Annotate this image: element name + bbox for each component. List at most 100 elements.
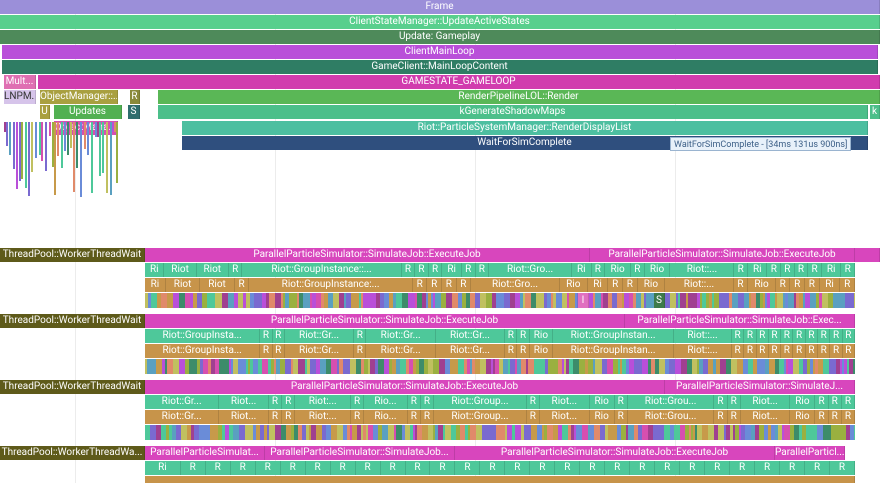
thread-header[interactable]: ThreadPool::WorkerThreadWa... (0, 446, 145, 460)
call-bar[interactable]: R (614, 395, 628, 409)
call-bar[interactable]: R (526, 395, 540, 409)
job-bar[interactable]: ParallelParticleSimulator::SimulateJob::… (455, 446, 775, 460)
call-bar[interactable]: R (805, 329, 819, 343)
job-bar[interactable]: ParallelParticleSimulator::SimulateJob..… (265, 446, 455, 460)
call-bar[interactable]: R (505, 329, 518, 343)
call-bar[interactable]: R (420, 410, 435, 424)
mark-label[interactable]: S (654, 293, 665, 308)
call-bar[interactable]: R (744, 329, 757, 343)
call-bar[interactable]: R (330, 461, 356, 475)
call-bar[interactable]: R (841, 395, 855, 409)
frame-bar[interactable]: ClientStateManager::UpdateActiveStates (0, 15, 880, 29)
call-bar[interactable]: Riot... (219, 410, 269, 424)
call-bar[interactable]: Ri (572, 263, 592, 277)
call-bar[interactable]: R (840, 278, 855, 292)
call-bar[interactable]: R (282, 395, 296, 409)
call-bar[interactable]: Riot::Gr... (145, 395, 220, 409)
call-bar[interactable]: R (767, 263, 782, 277)
frame-bar[interactable]: Update: Gameplay (0, 30, 880, 44)
call-bar[interactable]: R (461, 263, 476, 277)
call-bar[interactable]: R (818, 344, 831, 358)
call-bar[interactable]: Riot (164, 263, 197, 277)
call-bar[interactable]: R (456, 278, 472, 292)
job-bar[interactable]: ParallelParticleSimulator::SimulateJob::… (145, 314, 625, 328)
call-bar[interactable]: Ri (145, 278, 166, 292)
call-bar[interactable]: R (780, 461, 806, 475)
thread-header[interactable]: ThreadPool::WorkerThreadWait (0, 248, 145, 262)
call-bar[interactable]: R (842, 344, 855, 358)
call-bar[interactable]: R (818, 329, 831, 343)
job-bar[interactable]: ParallelParticleSimulator::SimulateJob::… (145, 380, 665, 394)
call-bar[interactable]: R (828, 410, 842, 424)
call-bar[interactable]: R (714, 395, 728, 409)
call-bar[interactable]: Rio (589, 410, 615, 424)
call-bar[interactable]: R (517, 344, 530, 358)
frame-bar[interactable]: U (40, 105, 50, 119)
call-bar[interactable]: R (730, 461, 756, 475)
call-bar[interactable]: R (505, 344, 518, 358)
call-bar[interactable]: R (526, 410, 540, 424)
call-bar[interactable]: Riot::Gro... (489, 263, 573, 277)
call-bar[interactable]: R (734, 263, 748, 277)
frame-bar[interactable]: Updates (54, 105, 122, 119)
frame-bar[interactable]: ObjectManager::... (40, 90, 118, 104)
call-bar[interactable]: R (260, 344, 273, 358)
call-bar[interactable]: Riot:... (295, 395, 352, 409)
call-bar[interactable]: Rio (644, 263, 671, 277)
call-bar[interactable]: R (781, 344, 794, 358)
call-bar[interactable]: R (781, 329, 794, 343)
call-bar[interactable]: R (591, 263, 606, 277)
call-bar[interactable]: Riot::GroupInsta... (145, 344, 261, 358)
call-bar[interactable]: Riot::GroupInsta... (145, 329, 261, 343)
call-bar[interactable]: R (430, 461, 456, 475)
call-bar[interactable]: R (793, 344, 806, 358)
call-bar[interactable]: R (815, 395, 829, 409)
call-bar[interactable]: R (455, 461, 481, 475)
call-bar[interactable]: R (756, 329, 769, 343)
call-bar[interactable]: R (828, 395, 842, 409)
call-bar[interactable]: R (354, 344, 367, 358)
call-bar[interactable]: R (830, 329, 843, 343)
call-bar[interactable]: R (608, 278, 623, 292)
call-bar[interactable]: Riot::Gr... (284, 329, 355, 343)
call-bar[interactable]: R (714, 410, 728, 424)
call-bar[interactable]: R (623, 278, 638, 292)
frame-bar[interactable]: RenderPipelineLOL::Render (158, 90, 880, 104)
call-bar[interactable]: Ri (145, 263, 165, 277)
call-bar[interactable]: Rio (790, 395, 816, 409)
call-bar[interactable]: Ri (442, 263, 462, 277)
call-bar[interactable]: R (530, 461, 556, 475)
call-bar[interactable]: R (280, 461, 306, 475)
call-bar[interactable]: R (351, 410, 365, 424)
call-bar[interactable]: R (775, 278, 791, 292)
frame-bar[interactable]: GAMESTATE_GAMELOOP (38, 75, 880, 89)
call-bar[interactable]: R (631, 263, 645, 277)
call-bar[interactable]: R (180, 461, 206, 475)
call-bar[interactable]: R (230, 461, 256, 475)
call-bar[interactable]: Rio (529, 329, 554, 343)
call-bar[interactable]: Riot... (740, 410, 791, 424)
call-bar[interactable]: Riot::... (665, 278, 734, 292)
call-bar[interactable]: Riot... (539, 410, 590, 424)
call-bar[interactable]: Ri (587, 278, 609, 292)
call-bar[interactable]: Riot::Group... (434, 395, 527, 409)
thread-header[interactable]: ThreadPool::WorkerThreadWait (0, 314, 145, 328)
frame-bar[interactable]: S (128, 105, 140, 119)
call-bar[interactable]: Riot::... (670, 263, 735, 277)
call-bar[interactable]: Riot::Gr... (366, 344, 436, 358)
call-bar[interactable]: Riot::GroupInstan... (553, 344, 675, 358)
frame-bar[interactable]: GameClient::MainLoopContent (2, 60, 878, 74)
call-bar[interactable]: Rio (790, 410, 816, 424)
call-bar[interactable]: Ri (819, 278, 841, 292)
call-bar[interactable]: Riot::Gr... (284, 344, 355, 358)
call-bar[interactable]: R (731, 329, 745, 343)
call-bar[interactable]: R (580, 461, 606, 475)
frame-bar[interactable]: Frame (0, 0, 880, 14)
job-bar[interactable]: ParallelParticl... (775, 446, 845, 460)
job-bar[interactable]: ParallelParticleSimulator::SimulateJob::… (625, 314, 855, 328)
call-bar[interactable]: R (727, 395, 741, 409)
call-bar[interactable]: R (808, 263, 822, 277)
call-bar[interactable]: Rio (589, 395, 615, 409)
call-bar[interactable]: R (354, 329, 367, 343)
call-bar[interactable]: Riot... (740, 395, 791, 409)
